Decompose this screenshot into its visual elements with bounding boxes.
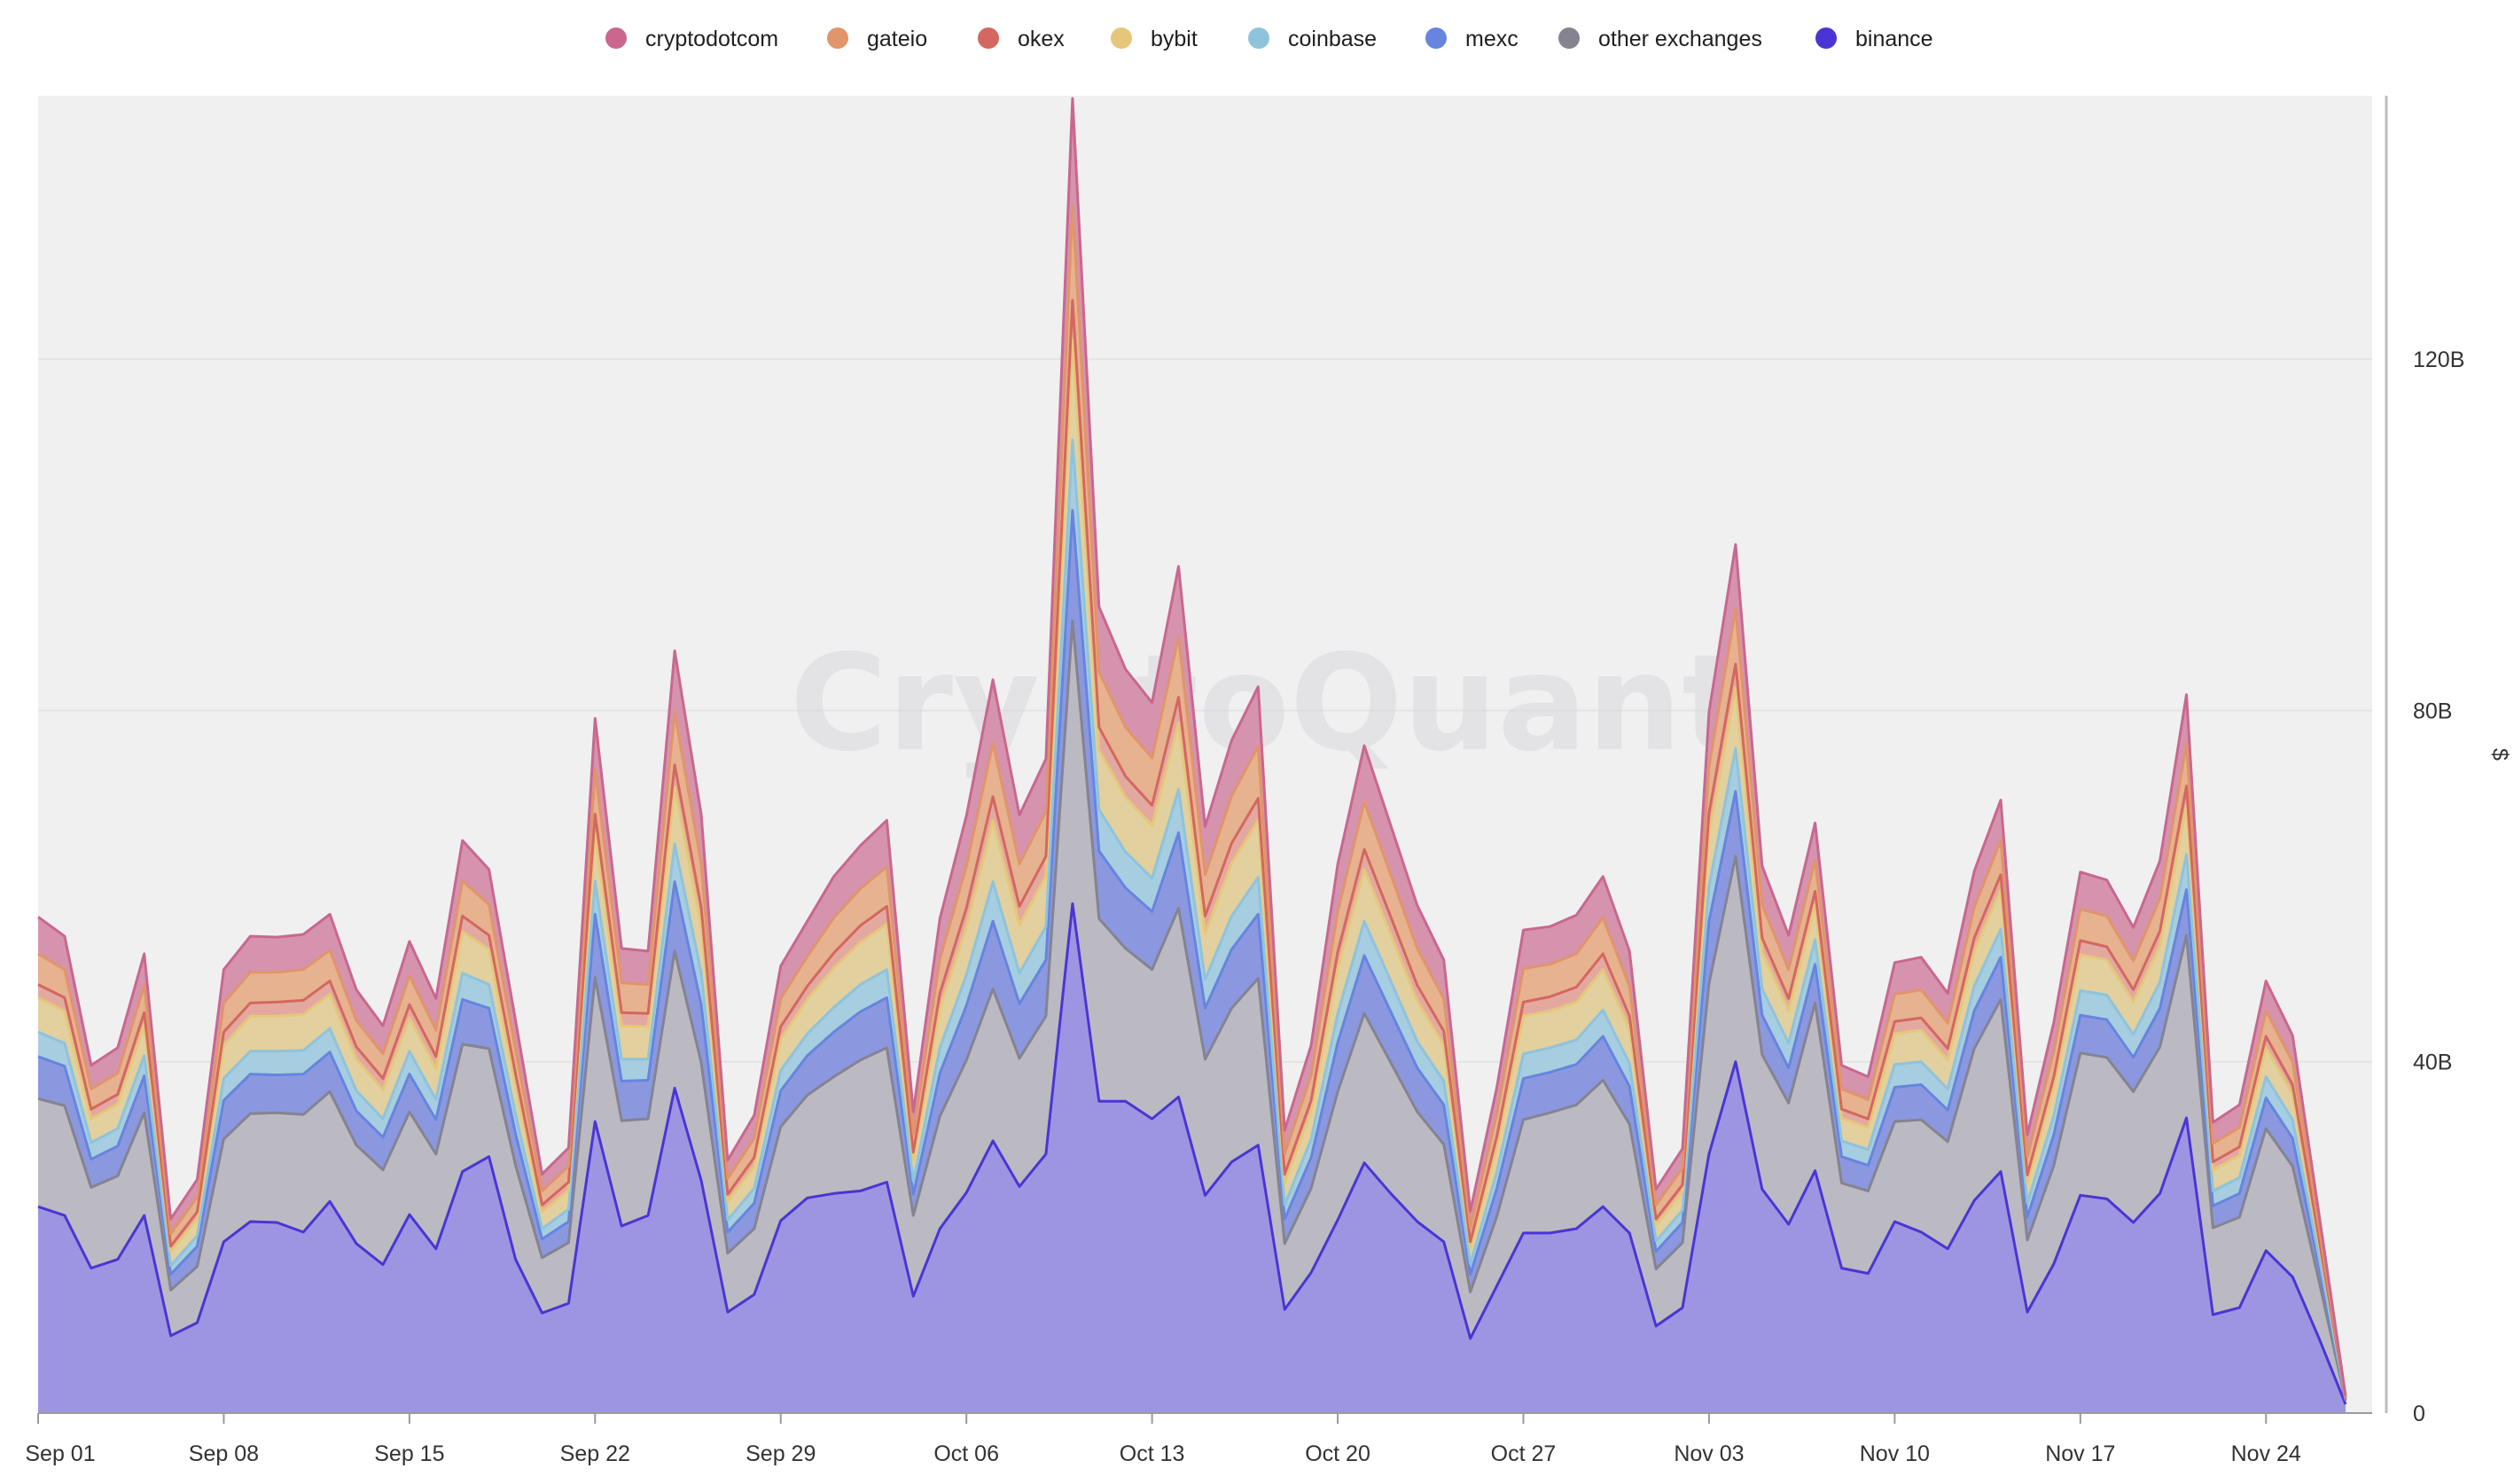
legend-item-okex[interactable]: okex [978, 27, 1065, 51]
legend-item-mexc[interactable]: mexc [1425, 27, 1519, 51]
area-other-exchanges [38, 621, 2346, 1405]
legend-label: coinbase [1288, 27, 1377, 51]
line-mexc [37, 509, 2347, 1400]
x-tick-label: Oct 20 [1305, 1441, 1370, 1466]
legend-label: other exchanges [1598, 27, 1762, 51]
legend-marker [1111, 27, 1132, 49]
y-tick-label: 80B [2413, 699, 2452, 723]
line-other-exchanges [37, 619, 2347, 1402]
y-axis-ticks: 0 40B 80B 120B [2413, 348, 2464, 1426]
legend-item-other-exchanges[interactable]: other exchanges [1558, 27, 1762, 51]
legend-label: bybit [1151, 27, 1198, 51]
line-okex [37, 299, 2347, 1398]
x-tick-label: Sep 01 [25, 1441, 95, 1466]
x-tick-label: Nov 17 [2045, 1441, 2115, 1466]
legend-item-bybit[interactable]: bybit [1111, 27, 1198, 51]
legend-marker [978, 27, 999, 49]
line-coinbase [37, 438, 2347, 1399]
x-tick-label: Nov 10 [1860, 1441, 1930, 1466]
x-tick-label: Oct 13 [1120, 1441, 1185, 1466]
legend-marker [605, 27, 627, 49]
area-mexc [38, 510, 2346, 1402]
axes [38, 96, 2388, 1414]
legend-item-cryptodotcom[interactable]: cryptodotcom [605, 27, 778, 51]
line-gateio [37, 204, 2347, 1397]
y-tick-label: 40B [2413, 1051, 2452, 1075]
legend-label: binance [1855, 27, 1933, 51]
x-tick-label: Nov 03 [1674, 1441, 1744, 1466]
x-tick-label: Nov 24 [2231, 1441, 2301, 1466]
legend-marker [1815, 27, 1837, 49]
legend-item-gateio[interactable]: gateio [827, 27, 927, 51]
area-series [37, 97, 2347, 1413]
legend-marker [1248, 27, 1269, 49]
x-tick-label: Sep 22 [560, 1441, 630, 1466]
area-binance [38, 903, 2346, 1413]
x-tick-label: Sep 29 [746, 1441, 816, 1466]
area-bybit [38, 339, 2346, 1399]
x-tick-label: Oct 06 [933, 1441, 999, 1466]
y-tick-label: 0 [2413, 1402, 2425, 1426]
legend-label: gateio [867, 27, 927, 51]
line-cryptodotcom [37, 97, 2347, 1396]
x-tick-label: Oct 27 [1491, 1441, 1557, 1466]
line-bybit [37, 337, 2347, 1398]
legend-marker [1558, 27, 1580, 49]
legend-item-binance[interactable]: binance [1815, 27, 1933, 51]
x-tick-label: Sep 15 [374, 1441, 444, 1466]
legend-label: mexc [1465, 27, 1519, 51]
legend: cryptodotcom gateio okex bybit coinbase mexc o… [605, 27, 1933, 51]
x-axis-ticks: Sep 01 Sep 08 Sep 15 Sep 22 Sep 29 Oct 06 Oct … [25, 1413, 2301, 1466]
legend-label: cryptodotcom [645, 27, 778, 51]
legend-item-coinbase[interactable]: coinbase [1248, 27, 1377, 51]
x-tick-label: Sep 08 [189, 1441, 259, 1466]
legend-marker [1425, 27, 1447, 49]
y-axis-label: $ [2487, 748, 2512, 761]
y-tick-label: 120B [2413, 348, 2464, 372]
watermark: CryptoQuant [790, 627, 1745, 781]
line-binance [37, 902, 2347, 1405]
legend-label: okex [1018, 27, 1065, 51]
legend-marker [827, 27, 848, 49]
